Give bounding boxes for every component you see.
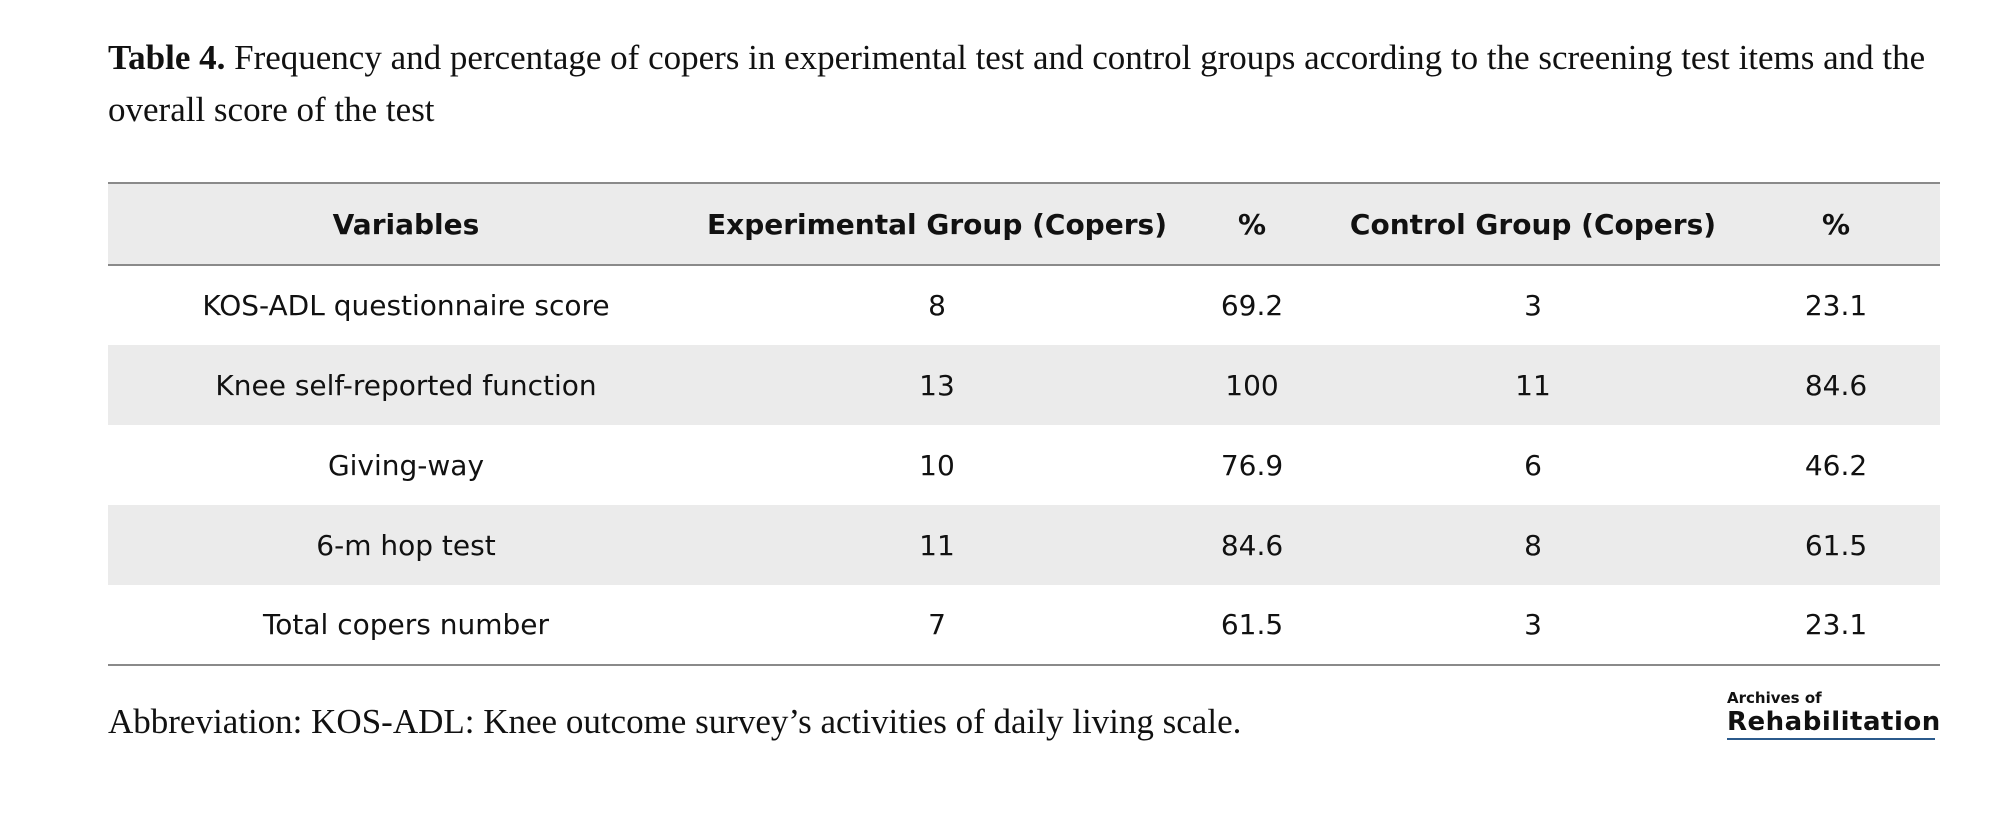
journal-logo: Archives of Rehabilitation	[1727, 690, 1941, 740]
cell-variable: Total copers number	[108, 585, 704, 666]
cell-control-percent: 23.1	[1804, 289, 1868, 322]
cell-control-count: 8	[1524, 528, 1542, 562]
cell-variable: Giving-way	[327, 448, 485, 482]
cell-control-count: 11	[1515, 368, 1551, 402]
cell-control-percent: 61.5	[1804, 528, 1868, 562]
table-row: Knee self-reported function 13 100 11 84…	[108, 345, 1940, 425]
cell-experimental-percent: 61.5	[1170, 585, 1334, 666]
cell-experimental-count: 13	[919, 368, 955, 402]
data-table: Variables Experimental Group (Copers) % …	[108, 182, 1940, 666]
header-control-percent: %	[1732, 182, 1940, 266]
table-row: KOS-ADL questionnaire score 8 69.2 3 23.…	[108, 265, 1940, 345]
table-label: Table 4.	[108, 38, 226, 77]
table-footnote: Abbreviation: KOS-ADL: Knee outcome surv…	[108, 702, 1242, 741]
header-experimental-group: Experimental Group (Copers)	[704, 182, 1170, 266]
cell-experimental-percent: 76.9	[1220, 448, 1284, 482]
cell-experimental-count: 8	[928, 289, 946, 322]
table-row: Total copers number 7 61.5 3 23.1	[108, 585, 1940, 666]
cell-experimental-count: 11	[919, 528, 955, 562]
cell-experimental-count: 10	[919, 448, 955, 482]
cell-control-percent: 84.6	[1804, 368, 1868, 402]
cell-variable: KOS-ADL questionnaire score	[202, 289, 610, 322]
cell-variable: 6-m hop test	[316, 528, 496, 562]
cell-control-percent: 23.1	[1732, 585, 1940, 666]
table-row: 6-m hop test 11 84.6 8 61.5	[108, 505, 1940, 585]
cell-variable: Knee self-reported function	[215, 368, 597, 402]
cell-control-count: 3	[1334, 585, 1732, 666]
journal-logo-small-text: Archives of	[1727, 689, 1822, 707]
cell-control-percent: 46.2	[1804, 448, 1868, 482]
cell-control-count: 3	[1524, 289, 1542, 322]
header-experimental-percent: %	[1170, 182, 1334, 266]
table-row: Giving-way 10 76.9 6 46.2	[108, 425, 1940, 505]
table-caption: Table 4. Frequency and percentage of cop…	[108, 32, 1940, 136]
header-control-group: Control Group (Copers)	[1334, 182, 1732, 266]
cell-experimental-percent: 69.2	[1220, 289, 1284, 322]
cell-experimental-percent: 100	[1225, 368, 1279, 402]
header-variables: Variables	[108, 182, 704, 266]
table-header-row: Variables Experimental Group (Copers) % …	[108, 182, 1940, 266]
cell-experimental-percent: 84.6	[1220, 528, 1284, 562]
cell-control-count: 6	[1524, 448, 1542, 482]
cell-experimental-count: 7	[704, 585, 1170, 666]
table-caption-text: Frequency and percentage of copers in ex…	[108, 38, 1926, 129]
journal-logo-title: Rehabilitation	[1727, 706, 1940, 740]
